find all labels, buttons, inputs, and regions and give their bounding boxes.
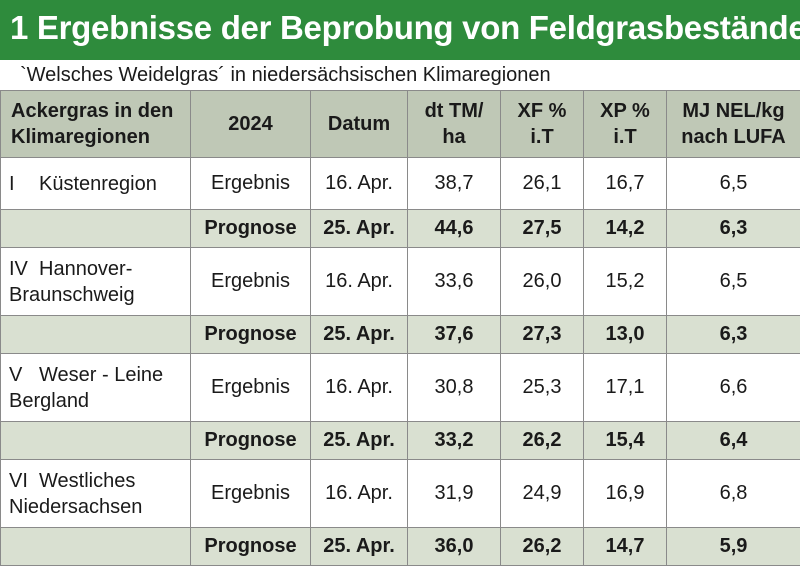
- table-row-forecast: Prognose 25. Apr. 37,6 27,3 13,0 6,3: [0, 315, 800, 354]
- header-crude-fiber: XF % i.T: [500, 90, 584, 158]
- dry-matter-value: 37,6: [407, 315, 501, 354]
- page-title: 1 Ergebnisse der Beprobung von Feldgrasb…: [10, 9, 800, 46]
- region-name: Westliches: [39, 469, 136, 492]
- region-name-cont: Bergland: [9, 389, 90, 412]
- header-year: 2024: [190, 90, 311, 158]
- nel-value: 5,9: [666, 527, 800, 566]
- row-type: Prognose: [190, 315, 311, 354]
- row-date: 16. Apr.: [310, 247, 408, 316]
- row-date: 16. Apr.: [310, 353, 408, 422]
- region-cell-empty: [0, 209, 191, 248]
- crude-fiber-value: 26,0: [500, 247, 584, 316]
- nel-value: 6,4: [666, 421, 800, 460]
- table-row-result: I Küstenregion Ergebnis 16. Apr. 38,7 26,…: [0, 157, 800, 210]
- row-type: Ergebnis: [190, 353, 311, 422]
- crude-protein-value: 17,1: [583, 353, 667, 422]
- row-type: Ergebnis: [190, 157, 311, 210]
- crude-fiber-value: 27,5: [500, 209, 584, 248]
- header-date: Datum: [310, 90, 408, 158]
- crude-fiber-value: 27,3: [500, 315, 584, 354]
- nel-value: 6,3: [666, 315, 800, 354]
- crude-fiber-value: 26,2: [500, 527, 584, 566]
- row-date: 16. Apr.: [310, 459, 408, 528]
- row-type: Ergebnis: [190, 459, 311, 528]
- region-number: V: [9, 363, 23, 386]
- dry-matter-value: 33,2: [407, 421, 501, 460]
- row-type: Prognose: [190, 527, 311, 566]
- table-row-result: V Weser - Leine Bergland Ergebnis 16. Apr…: [0, 353, 800, 422]
- crude-protein-value: 16,9: [583, 459, 667, 528]
- region-number: I: [9, 172, 15, 195]
- crude-protein-value: 16,7: [583, 157, 667, 210]
- region-name-cont: Braunschweig: [9, 283, 135, 306]
- table-row-forecast: Prognose 25. Apr. 44,6 27,5 14,2 6,3: [0, 209, 800, 248]
- header-dry-matter: dt TM/ ha: [407, 90, 501, 158]
- nel-value: 6,5: [666, 157, 800, 210]
- row-date: 16. Apr.: [310, 157, 408, 210]
- title-bar: 1 Ergebnisse der Beprobung von Feldgrasb…: [0, 0, 800, 60]
- table-row-result: VI Westliches Niedersachsen Ergebnis 16. …: [0, 459, 800, 528]
- crude-protein-value: 13,0: [583, 315, 667, 354]
- table-row-forecast: Prognose 25. Apr. 33,2 26,2 15,4 6,4: [0, 421, 800, 460]
- region-name: Küstenregion: [39, 172, 157, 195]
- header-row: Ackergras in den Klimaregionen 2024 Datu…: [0, 90, 800, 158]
- table-row-forecast: Prognose 25. Apr. 36,0 26,2 14,7 5,9: [0, 527, 800, 566]
- crude-fiber-value: 26,1: [500, 157, 584, 210]
- row-type: Ergebnis: [190, 247, 311, 316]
- row-type: Prognose: [190, 209, 311, 248]
- dry-matter-value: 33,6: [407, 247, 501, 316]
- crude-fiber-value: 25,3: [500, 353, 584, 422]
- nel-value: 6,5: [666, 247, 800, 316]
- nel-value: 6,6: [666, 353, 800, 422]
- crude-protein-value: 15,4: [583, 421, 667, 460]
- crude-fiber-value: 24,9: [500, 459, 584, 528]
- region-number: VI: [9, 469, 28, 492]
- dry-matter-value: 31,9: [407, 459, 501, 528]
- subtitle: `Welsches Weidelgras´ in niedersächsisch…: [20, 64, 551, 86]
- crude-fiber-value: 26,2: [500, 421, 584, 460]
- nel-value: 6,8: [666, 459, 800, 528]
- region-cell: IV Hannover- Braunschweig: [0, 247, 191, 316]
- region-cell: VI Westliches Niedersachsen: [0, 459, 191, 528]
- region-number: IV: [9, 257, 28, 280]
- region-cell-empty: [0, 527, 191, 566]
- row-date: 25. Apr.: [310, 527, 408, 566]
- row-date: 25. Apr.: [310, 315, 408, 354]
- region-cell: V Weser - Leine Bergland: [0, 353, 191, 422]
- region-cell-empty: [0, 421, 191, 460]
- row-date: 25. Apr.: [310, 421, 408, 460]
- region-name-cont: Niedersachsen: [9, 495, 143, 518]
- region-name: Weser - Leine: [39, 363, 164, 386]
- results-table: Ackergras in den Klimaregionen 2024 Datu…: [0, 90, 800, 566]
- crude-protein-value: 15,2: [583, 247, 667, 316]
- header-crude-protein: XP % i.T: [583, 90, 667, 158]
- crude-protein-value: 14,7: [583, 527, 667, 566]
- dry-matter-value: 44,6: [407, 209, 501, 248]
- row-date: 25. Apr.: [310, 209, 408, 248]
- header-region: Ackergras in den Klimaregionen: [0, 90, 191, 158]
- crude-protein-value: 14,2: [583, 209, 667, 248]
- row-type: Prognose: [190, 421, 311, 460]
- nel-value: 6,3: [666, 209, 800, 248]
- dry-matter-value: 30,8: [407, 353, 501, 422]
- dry-matter-value: 38,7: [407, 157, 501, 210]
- region-cell: I Küstenregion: [0, 157, 191, 210]
- table-row-result: IV Hannover- Braunschweig Ergebnis 16. Ap…: [0, 247, 800, 316]
- header-nel: MJ NEL/kg nach LUFA: [666, 90, 800, 158]
- region-cell-empty: [0, 315, 191, 354]
- region-name: Hannover-: [39, 257, 133, 280]
- dry-matter-value: 36,0: [407, 527, 501, 566]
